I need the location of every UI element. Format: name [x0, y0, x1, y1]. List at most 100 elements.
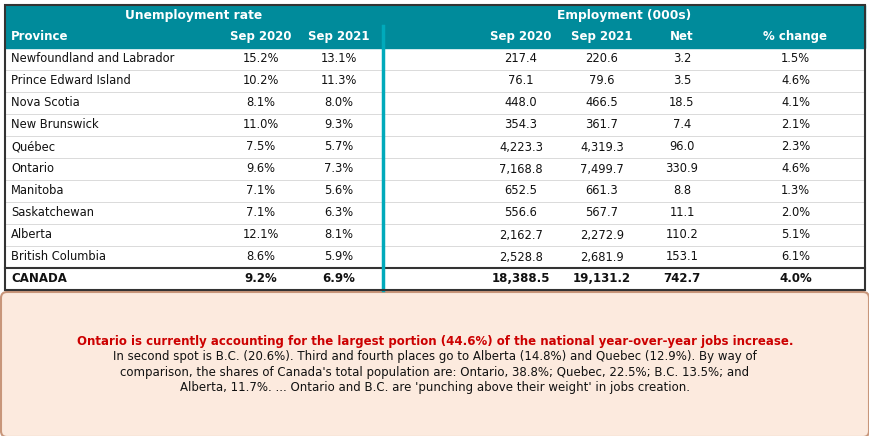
Text: 8.1%: 8.1%: [324, 228, 353, 242]
Text: 217.4: 217.4: [504, 52, 537, 65]
Text: Province: Province: [11, 31, 69, 44]
Text: Net: Net: [669, 31, 693, 44]
Text: Alberta, 11.7%. ... Ontario and B.C. are 'punching above their weight' in jobs c: Alberta, 11.7%. ... Ontario and B.C. are…: [180, 381, 689, 394]
Text: 466.5: 466.5: [585, 96, 618, 109]
Bar: [5, 246, 864, 268]
Text: 556.6: 556.6: [504, 207, 537, 219]
Text: 1.3%: 1.3%: [780, 184, 809, 198]
Text: 9.2%: 9.2%: [244, 272, 277, 286]
Text: British Columbia: British Columbia: [11, 251, 106, 263]
Bar: [5, 202, 864, 224]
Text: 4.1%: 4.1%: [780, 96, 809, 109]
Text: 7,499.7: 7,499.7: [580, 163, 623, 176]
Text: 2,528.8: 2,528.8: [499, 251, 542, 263]
Text: 110.2: 110.2: [665, 228, 698, 242]
Bar: [5, 48, 864, 70]
Text: Unemployment rate: Unemployment rate: [125, 9, 262, 22]
Text: 2,681.9: 2,681.9: [580, 251, 623, 263]
Text: CANADA: CANADA: [11, 272, 67, 286]
Bar: [5, 224, 864, 246]
Text: 6.3%: 6.3%: [324, 207, 353, 219]
Text: 330.9: 330.9: [665, 163, 698, 176]
Text: Sep 2021: Sep 2021: [308, 31, 369, 44]
Text: 19,131.2: 19,131.2: [573, 272, 630, 286]
Text: 6.1%: 6.1%: [780, 251, 809, 263]
Bar: [5, 180, 864, 202]
Text: Newfoundland and Labrador: Newfoundland and Labrador: [11, 52, 174, 65]
Text: 15.2%: 15.2%: [242, 52, 279, 65]
Text: 2.1%: 2.1%: [780, 119, 809, 132]
Text: 79.6: 79.6: [588, 75, 614, 88]
Text: Alberta: Alberta: [11, 228, 53, 242]
Text: 5.1%: 5.1%: [780, 228, 809, 242]
Text: 10.2%: 10.2%: [242, 75, 279, 88]
Text: 1.5%: 1.5%: [780, 52, 809, 65]
Bar: [5, 5, 864, 26]
Text: 567.7: 567.7: [585, 207, 618, 219]
Text: 4,223.3: 4,223.3: [499, 140, 542, 153]
Text: Manitoba: Manitoba: [11, 184, 64, 198]
Text: 5.6%: 5.6%: [324, 184, 353, 198]
Text: In second spot is B.C. (20.6%). Third and fourth places go to Alberta (14.8%) an: In second spot is B.C. (20.6%). Third an…: [113, 350, 756, 363]
Text: % change: % change: [763, 31, 826, 44]
Bar: [5, 26, 864, 48]
Text: 11.1: 11.1: [668, 207, 693, 219]
Text: 3.2: 3.2: [672, 52, 690, 65]
FancyBboxPatch shape: [1, 292, 868, 436]
Text: Ontario is currently accounting for the largest portion (44.6%) of the national : Ontario is currently accounting for the …: [76, 335, 793, 348]
Text: 96.0: 96.0: [668, 140, 693, 153]
Text: Nova Scotia: Nova Scotia: [11, 96, 80, 109]
Text: 220.6: 220.6: [585, 52, 618, 65]
Text: Sep 2020: Sep 2020: [490, 31, 551, 44]
Text: 6.9%: 6.9%: [322, 272, 355, 286]
Text: 8.0%: 8.0%: [324, 96, 353, 109]
Text: Employment (000s): Employment (000s): [556, 9, 690, 22]
Text: 7.4: 7.4: [672, 119, 690, 132]
Text: 2,162.7: 2,162.7: [499, 228, 542, 242]
Text: 742.7: 742.7: [662, 272, 700, 286]
Text: Sep 2021: Sep 2021: [571, 31, 632, 44]
Text: 8.1%: 8.1%: [246, 96, 275, 109]
Text: 2.3%: 2.3%: [780, 140, 809, 153]
Text: Saskatchewan: Saskatchewan: [11, 207, 94, 219]
Text: Sep 2020: Sep 2020: [230, 31, 291, 44]
Text: 661.3: 661.3: [585, 184, 618, 198]
Text: 5.9%: 5.9%: [324, 251, 353, 263]
Text: 448.0: 448.0: [504, 96, 537, 109]
Text: 2,272.9: 2,272.9: [580, 228, 623, 242]
Text: Ontario: Ontario: [11, 163, 54, 176]
Bar: [5, 114, 864, 136]
Text: 11.3%: 11.3%: [321, 75, 357, 88]
Text: 12.1%: 12.1%: [242, 228, 279, 242]
Bar: [5, 92, 864, 114]
Bar: [5, 70, 864, 92]
Text: 7,168.8: 7,168.8: [499, 163, 542, 176]
Text: 4.6%: 4.6%: [780, 75, 809, 88]
Text: 354.3: 354.3: [504, 119, 537, 132]
Text: 4.6%: 4.6%: [780, 163, 809, 176]
Text: 9.3%: 9.3%: [324, 119, 353, 132]
Text: 9.6%: 9.6%: [246, 163, 275, 176]
Text: 18.5: 18.5: [668, 96, 694, 109]
Bar: [5, 136, 864, 158]
Text: 13.1%: 13.1%: [321, 52, 357, 65]
Text: 7.1%: 7.1%: [246, 207, 275, 219]
Text: Québec: Québec: [11, 140, 55, 153]
Text: Prince Edward Island: Prince Edward Island: [11, 75, 130, 88]
Text: 8.6%: 8.6%: [246, 251, 275, 263]
Text: 652.5: 652.5: [504, 184, 537, 198]
Text: 4,319.3: 4,319.3: [580, 140, 623, 153]
Bar: [5, 158, 864, 180]
Text: 361.7: 361.7: [585, 119, 618, 132]
Text: 7.3%: 7.3%: [324, 163, 353, 176]
Text: 3.5: 3.5: [672, 75, 690, 88]
Text: 5.7%: 5.7%: [324, 140, 353, 153]
Bar: [5, 5, 864, 290]
Text: 2.0%: 2.0%: [780, 207, 809, 219]
Text: 4.0%: 4.0%: [779, 272, 811, 286]
Text: 11.0%: 11.0%: [242, 119, 279, 132]
Bar: [5, 268, 864, 290]
Text: 8.8: 8.8: [672, 184, 690, 198]
Text: 7.1%: 7.1%: [246, 184, 275, 198]
Text: 18,388.5: 18,388.5: [491, 272, 549, 286]
